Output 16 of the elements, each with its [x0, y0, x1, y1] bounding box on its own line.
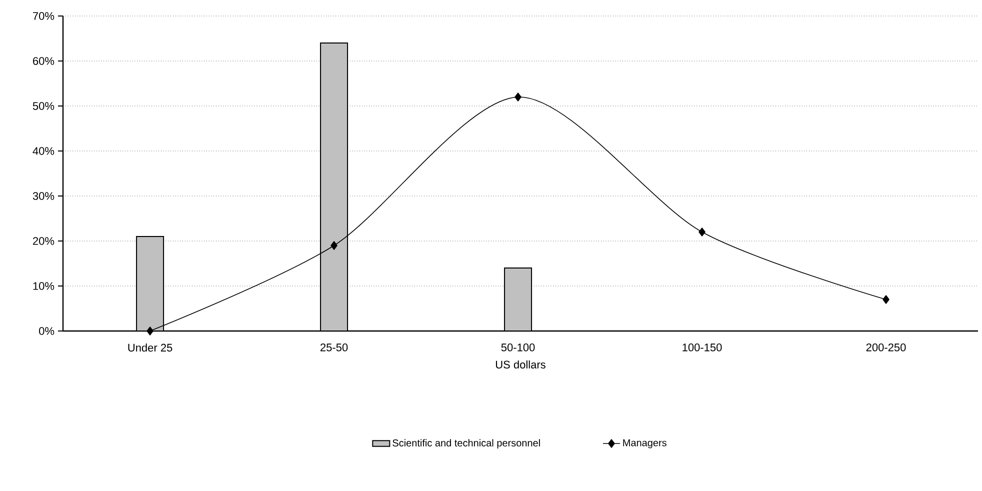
legend-label: Scientific and technical personnel	[392, 439, 540, 448]
x-tick-label: 100-150	[682, 344, 722, 352]
y-tick-label: 50%	[32, 102, 54, 110]
y-tick-label: 20%	[33, 237, 54, 245]
x-axis-title: US dollars	[496, 360, 546, 369]
x-tick-label: 25-50	[320, 344, 348, 352]
x-tick-label: 50-100	[501, 344, 535, 352]
x-tick-label: Under 25	[128, 344, 172, 352]
y-tick-label: 40%	[32, 147, 54, 155]
y-tick-label: 60%	[33, 57, 54, 65]
y-tick-label: 10%	[33, 282, 54, 290]
y-tick-label: 0%	[39, 327, 54, 335]
y-tick-label: 30%	[32, 192, 54, 200]
legend-label: Managers	[623, 439, 666, 448]
y-tick-label: 70%	[33, 12, 54, 20]
x-tick-label: 200-250	[866, 344, 906, 352]
